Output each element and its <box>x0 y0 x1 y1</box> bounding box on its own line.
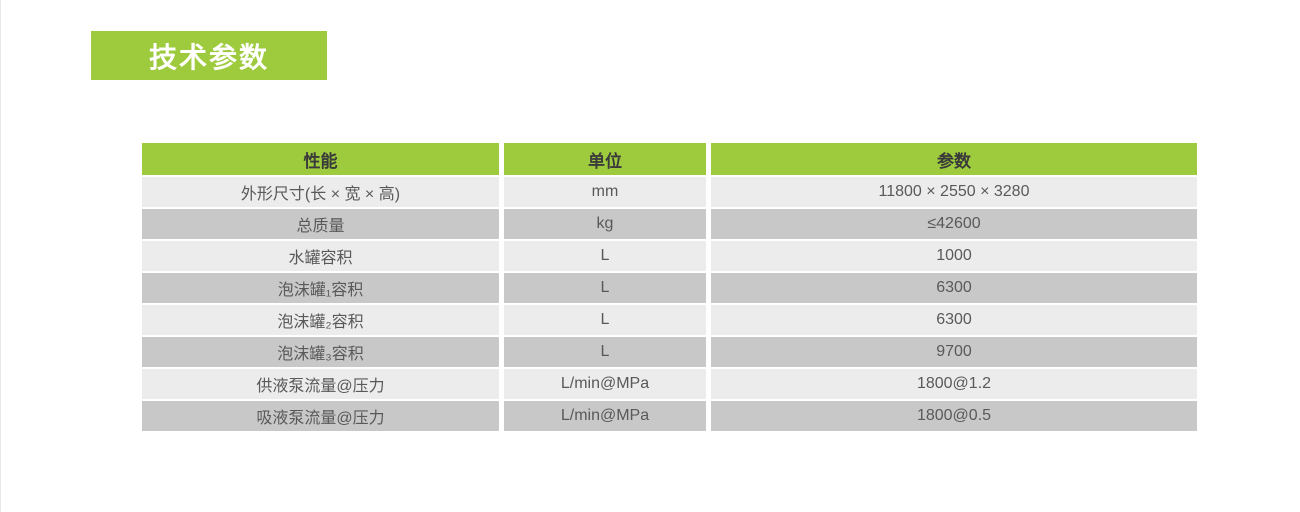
section-title: 技术参数 <box>148 41 269 73</box>
value-cell: 6300 <box>711 305 1197 335</box>
spec-table: 性能 单位 参数 外形尺寸(长 × 宽 × 高) mm 11800 × 2550… <box>142 143 1197 431</box>
performance-cell: 外形尺寸(长 × 宽 × 高) <box>142 177 499 207</box>
unit-cell: mm <box>504 177 706 207</box>
table-header-row: 性能 单位 参数 <box>142 143 1197 175</box>
performance-cell: 总质量 <box>142 209 499 239</box>
value-cell: 1000 <box>711 241 1197 271</box>
unit-cell: L/min@MPa <box>504 369 706 399</box>
unit-cell: L <box>504 337 706 367</box>
performance-cell: 吸液泵流量@压力 <box>142 401 499 431</box>
value-cell: 6300 <box>711 273 1197 303</box>
header-unit: 单位 <box>504 143 706 175</box>
performance-cell: 供液泵流量@压力 <box>142 369 499 399</box>
value-cell: 1800@0.5 <box>711 401 1197 431</box>
value-cell: 11800 × 2550 × 3280 <box>711 177 1197 207</box>
table-row: 供液泵流量@压力 L/min@MPa 1800@1.2 <box>142 369 1197 399</box>
value-cell: 1800@1.2 <box>711 369 1197 399</box>
table-row: 水罐容积 L 1000 <box>142 241 1197 271</box>
header-parameter: 参数 <box>711 143 1197 175</box>
unit-cell: L/min@MPa <box>504 401 706 431</box>
value-cell: 9700 <box>711 337 1197 367</box>
table-row: 总质量 kg ≤42600 <box>142 209 1197 239</box>
performance-cell: 泡沫罐₃容积 <box>142 337 499 367</box>
unit-cell: L <box>504 305 706 335</box>
unit-cell: kg <box>504 209 706 239</box>
value-cell: ≤42600 <box>711 209 1197 239</box>
table-row: 泡沫罐₂容积 L 6300 <box>142 305 1197 335</box>
section-title-badge: 技术参数 <box>91 31 327 80</box>
performance-cell: 水罐容积 <box>142 241 499 271</box>
performance-cell: 泡沫罐₂容积 <box>142 305 499 335</box>
table-row: 外形尺寸(长 × 宽 × 高) mm 11800 × 2550 × 3280 <box>142 177 1197 207</box>
performance-cell: 泡沫罐₁容积 <box>142 273 499 303</box>
unit-cell: L <box>504 241 706 271</box>
table-row: 吸液泵流量@压力 L/min@MPa 1800@0.5 <box>142 401 1197 431</box>
table-row: 泡沫罐₃容积 L 9700 <box>142 337 1197 367</box>
unit-cell: L <box>504 273 706 303</box>
table-row: 泡沫罐₁容积 L 6300 <box>142 273 1197 303</box>
header-performance: 性能 <box>142 143 499 175</box>
